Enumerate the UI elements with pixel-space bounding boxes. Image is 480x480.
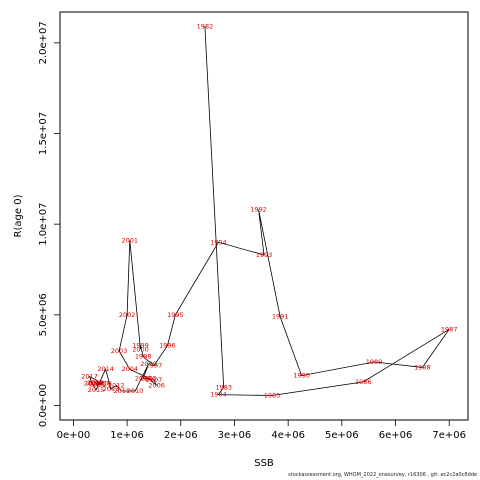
year-label: 2021 xyxy=(89,381,106,389)
year-label: 2002 xyxy=(119,311,136,319)
year-label: 2018 xyxy=(95,380,112,388)
footer-caption: stockassessment.org, WHOM_2022_onesurvey… xyxy=(288,472,477,478)
year-label: 1989 xyxy=(366,358,383,366)
year-label: 2020 xyxy=(92,380,109,388)
year-label: 1991 xyxy=(272,313,289,321)
year-label: 1987 xyxy=(441,325,458,333)
year-label: 2013 xyxy=(103,385,120,393)
year-label: 1990 xyxy=(293,372,310,380)
year-label: 2012 xyxy=(108,382,125,390)
y-tick-label: 0.0e+00 xyxy=(38,384,49,427)
year-label: 2016 xyxy=(84,380,101,388)
x-tick-label: 7e+06 xyxy=(432,430,466,441)
y-tick-label: 1.5e+07 xyxy=(38,112,49,155)
year-label: 2011 xyxy=(113,387,130,395)
year-label: 2007 xyxy=(146,376,163,384)
x-tick-label: 2e+06 xyxy=(164,430,198,441)
year-label: 2001 xyxy=(122,236,139,244)
year-label: 1983 xyxy=(215,383,232,391)
year-label: 2019 xyxy=(87,379,104,387)
x-tick-label: 0e+00 xyxy=(57,430,91,441)
series-line xyxy=(88,26,450,396)
x-tick-label: 5e+06 xyxy=(325,430,359,441)
year-label: 2006 xyxy=(148,382,165,390)
year-label: 2003 xyxy=(111,347,128,355)
year-label: 1995 xyxy=(167,311,184,319)
year-label: 1985 xyxy=(264,392,281,400)
year-label: 1994 xyxy=(210,238,227,246)
year-label: 1998 xyxy=(135,353,152,361)
y-axis-title: R(age 0) xyxy=(13,194,24,237)
year-label: 1993 xyxy=(256,251,273,259)
plot-frame xyxy=(59,11,469,421)
year-label: 2022 xyxy=(88,379,105,387)
year-label: 2008 xyxy=(135,374,152,382)
x-axis-title: SSB xyxy=(254,458,274,469)
y-axis: 0.0e+00 5.0e+06 1.0e+07 1.5e+07 2.0e+07 xyxy=(38,21,60,427)
year-label: 1996 xyxy=(159,342,176,350)
year-label: 2004 xyxy=(122,365,139,373)
year-label: 2000 xyxy=(132,345,149,353)
year-label: 1997 xyxy=(146,362,163,370)
year-label: 1982 xyxy=(197,23,214,31)
year-label: 1988 xyxy=(414,363,431,371)
year-label: 2017 xyxy=(81,372,98,380)
y-tick-label: 5.0e+06 xyxy=(38,293,49,336)
x-tick-label: 1e+06 xyxy=(110,430,144,441)
year-label: 1986 xyxy=(355,378,372,386)
x-tick-label: 4e+06 xyxy=(271,430,305,441)
x-tick-label: 3e+06 xyxy=(218,430,252,441)
x-axis: 0e+00 1e+06 2e+06 3e+06 4e+06 5e+06 6e+06 7e+06 xyxy=(57,420,466,441)
year-label: 2015 xyxy=(88,386,105,394)
year-label: 2014 xyxy=(97,365,114,373)
year-label: 1984 xyxy=(210,391,227,399)
year-label: 2009 xyxy=(140,360,157,368)
year-label: 2005 xyxy=(140,374,157,382)
year-label: 1999 xyxy=(132,342,149,350)
y-tick-label: 1.0e+07 xyxy=(38,203,49,246)
year-label: 2010 xyxy=(127,387,144,395)
year-label: 1992 xyxy=(250,206,267,214)
x-tick-label: 6e+06 xyxy=(379,430,413,441)
y-tick-label: 2.0e+07 xyxy=(38,21,49,64)
